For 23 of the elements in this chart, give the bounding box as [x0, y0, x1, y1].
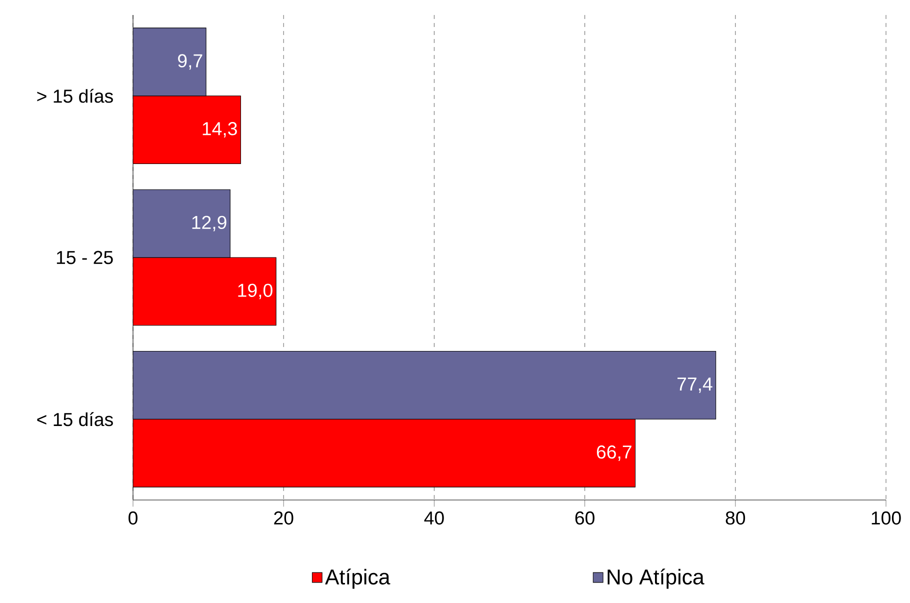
y-tick-label: < 15 días — [37, 412, 113, 426]
bar — [133, 418, 636, 488]
bar — [133, 257, 276, 326]
data-label: 66,7 — [596, 445, 632, 461]
x-tick-label: 80 — [726, 511, 746, 525]
data-label: 14,3 — [202, 122, 237, 138]
data-label: 77,4 — [678, 378, 712, 393]
x-tick-label: 0 — [128, 511, 138, 525]
data-label: 19,0 — [238, 284, 272, 300]
data-label: 12,9 — [192, 216, 226, 232]
bar — [133, 189, 230, 258]
x-tick-label: 100 — [872, 511, 901, 525]
y-tick-label: 15 - 25 — [56, 250, 113, 264]
bar — [133, 350, 716, 420]
bar — [133, 28, 206, 96]
x-tick-label: 20 — [274, 511, 294, 525]
y-tick-label: > 15 días — [37, 88, 113, 103]
bar — [133, 96, 241, 164]
legend-label: Atípica — [325, 568, 390, 589]
x-tick-label: 40 — [424, 511, 444, 525]
data-label: 9,7 — [178, 54, 202, 70]
legend-label: No Atípica — [608, 568, 704, 589]
x-tick-label: 60 — [575, 511, 594, 525]
